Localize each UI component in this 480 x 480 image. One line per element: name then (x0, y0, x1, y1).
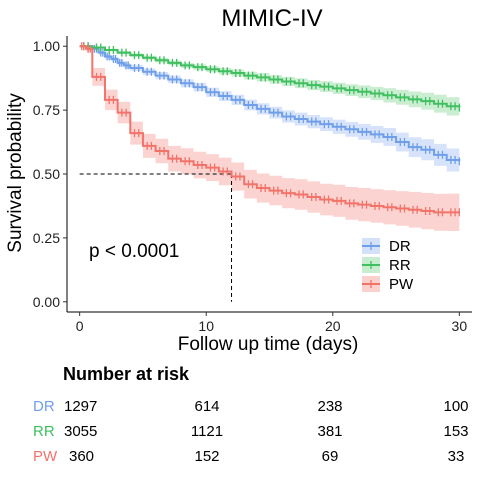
risk-value: 33 (448, 448, 465, 465)
risk-row-label-dr: DR (33, 398, 55, 415)
legend-entry-dr: DR (362, 238, 411, 255)
risk-value: 1121 (191, 423, 223, 440)
legend-entry-pw: PW (362, 276, 414, 293)
ci-band-pw (79, 46, 460, 232)
survival-curve-pw (79, 45, 460, 214)
y-tick-label: 0.50 (33, 166, 60, 182)
risk-value: 238 (317, 398, 342, 415)
risk-value: 69 (322, 448, 339, 465)
plot-area (79, 42, 461, 302)
risk-value: 614 (194, 398, 219, 415)
y-tick-label: 1.00 (33, 38, 60, 54)
legend-entry-rr: RR (362, 257, 411, 274)
x-tick-label: 0 (76, 318, 84, 334)
survival-curve-rr (79, 45, 461, 108)
y-tick-label: 0.25 (33, 230, 60, 246)
series-pw (79, 42, 460, 217)
legend-label: DR (389, 238, 411, 255)
survival-curve-dr (79, 45, 461, 162)
ci-band-rr (79, 46, 460, 118)
y-axis-title: Survival probability (5, 93, 26, 253)
y-tick-label: 0.75 (33, 102, 60, 118)
risk-row-label-rr: RR (33, 423, 55, 440)
risk-table-title: Number at risk (63, 364, 190, 384)
legend-label: RR (389, 257, 411, 274)
y-tick-label: 0.00 (33, 294, 60, 310)
risk-value: 1297 (64, 398, 97, 415)
x-tick-label: 20 (325, 318, 341, 334)
risk-value: 153 (443, 423, 468, 440)
p-value-annotation: p < 0.0001 (89, 241, 179, 262)
risk-value: 360 (69, 448, 94, 465)
x-axis-title: Follow up time (days) (178, 334, 359, 355)
risk-value: 381 (317, 423, 342, 440)
series-dr (79, 42, 461, 166)
chart-title: MIMIC-IV (221, 5, 322, 32)
risk-value: 152 (194, 448, 219, 465)
legend-label: PW (389, 276, 414, 293)
x-tick-label: 30 (452, 318, 468, 334)
legend: DR RR PW (362, 238, 414, 293)
x-tick-label: 10 (198, 318, 214, 334)
risk-value: 3055 (64, 423, 97, 440)
axes: 0.00 0.25 0.50 0.75 1.00 0 10 20 30 (33, 36, 472, 334)
risk-value: 100 (443, 398, 468, 415)
risk-row-label-pw: PW (33, 448, 58, 465)
risk-table: DR 1297 614 238 100 RR 3055 1121 381 153 PW 360 152 6… (33, 398, 469, 465)
